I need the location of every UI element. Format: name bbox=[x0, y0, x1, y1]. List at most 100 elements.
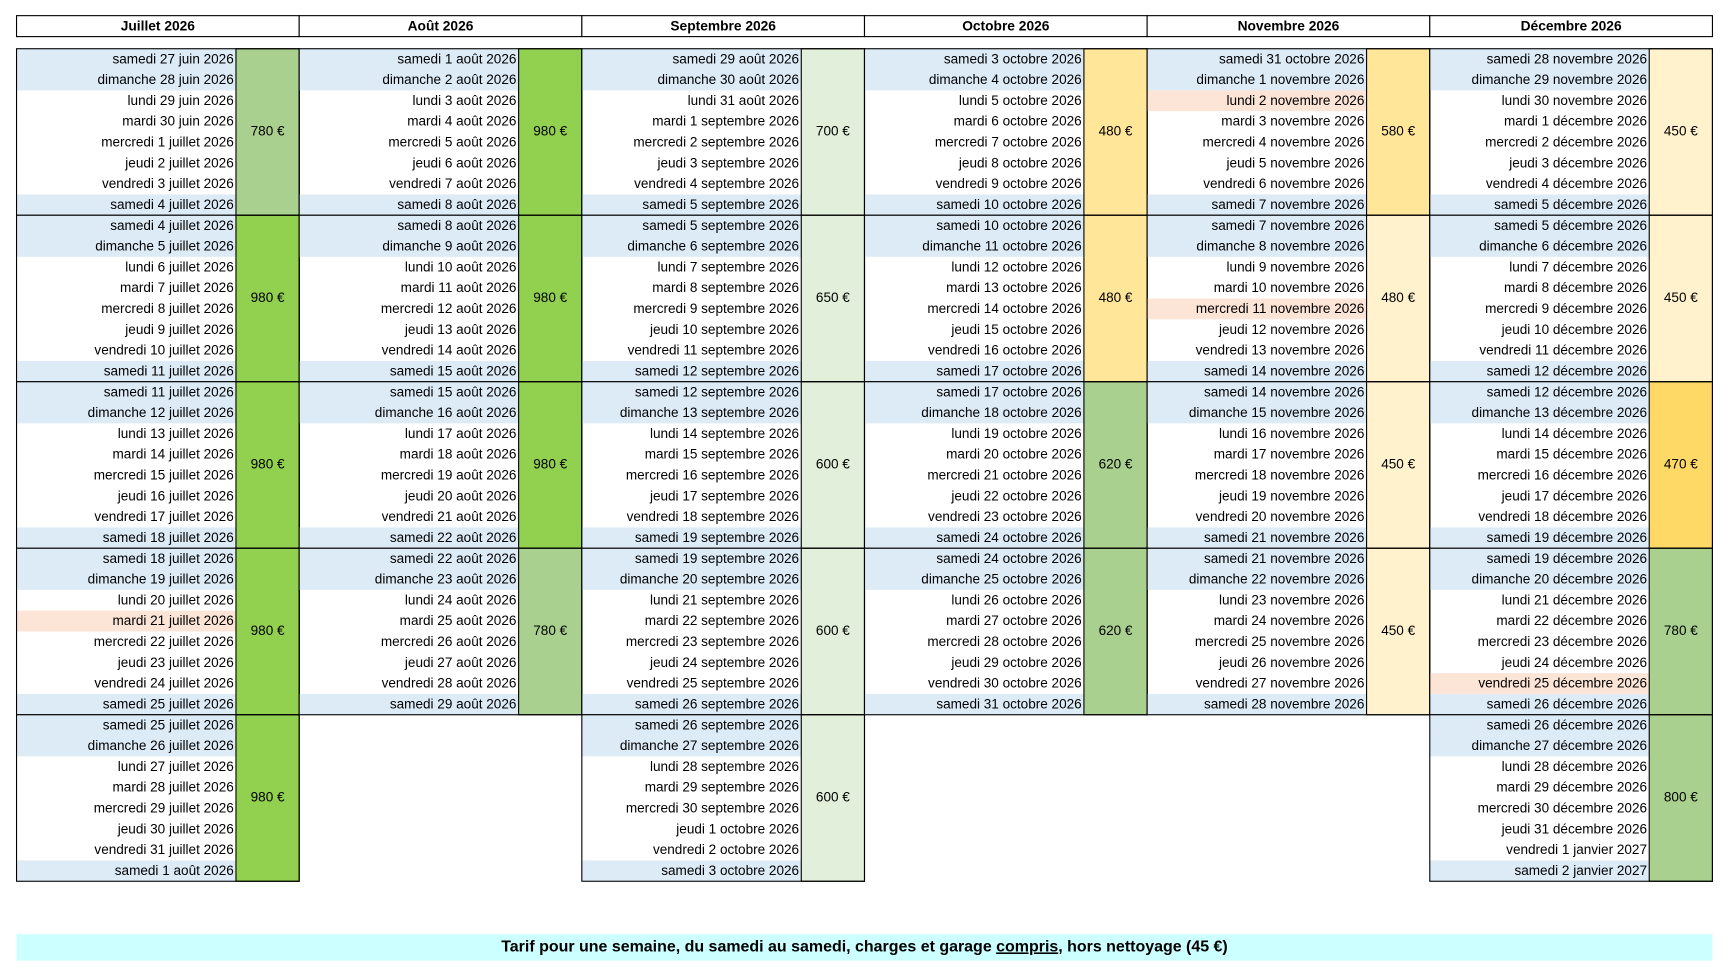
day-label: samedi 5 décembre 2026 bbox=[1494, 218, 1647, 233]
price: 600 € bbox=[816, 623, 850, 638]
day-row-bg bbox=[16, 735, 236, 757]
price-cell bbox=[518, 381, 583, 549]
day-label: samedi 5 décembre 2026 bbox=[1494, 197, 1647, 212]
price-cell bbox=[235, 214, 300, 383]
day-label: jeudi 9 juillet 2026 bbox=[124, 322, 233, 337]
day-label: samedi 4 juillet 2026 bbox=[110, 197, 234, 212]
month-header: Octobre 2026 bbox=[962, 18, 1050, 33]
day-row-bg bbox=[16, 569, 236, 590]
day-label: dimanche 5 juillet 2026 bbox=[95, 239, 234, 254]
day-label: samedi 7 novembre 2026 bbox=[1211, 197, 1364, 212]
day-row-bg bbox=[16, 48, 236, 70]
day-label: jeudi 26 novembre 2026 bbox=[1218, 655, 1364, 670]
day-row-bg bbox=[581, 381, 802, 403]
day-label: mercredi 5 août 2026 bbox=[388, 135, 516, 150]
day-row-bg bbox=[16, 610, 236, 632]
month-header-cell bbox=[1429, 15, 1713, 38]
price-cell bbox=[800, 48, 866, 216]
day-label: dimanche 4 octobre 2026 bbox=[929, 72, 1082, 87]
day-row-bg bbox=[581, 360, 802, 382]
day-label: dimanche 15 novembre 2026 bbox=[1189, 405, 1364, 420]
day-label: jeudi 15 octobre 2026 bbox=[950, 322, 1081, 337]
day-label: vendredi 17 juillet 2026 bbox=[94, 509, 233, 524]
month-header: Juillet 2026 bbox=[121, 18, 196, 33]
day-row-bg bbox=[864, 194, 1084, 216]
day-row-bg bbox=[1147, 360, 1367, 382]
week-block-border bbox=[581, 714, 866, 882]
day-row-bg bbox=[864, 360, 1084, 382]
day-label: samedi 26 décembre 2026 bbox=[1487, 696, 1647, 711]
day-label: mardi 14 juillet 2026 bbox=[113, 447, 234, 462]
day-label: mercredi 9 décembre 2026 bbox=[1485, 301, 1647, 316]
day-label: vendredi 1 janvier 2027 bbox=[1506, 842, 1647, 857]
day-label: vendredi 2 octobre 2026 bbox=[653, 842, 799, 857]
day-label: dimanche 19 juillet 2026 bbox=[88, 572, 234, 587]
day-label: vendredi 21 août 2026 bbox=[382, 509, 517, 524]
day-label: mardi 29 décembre 2026 bbox=[1496, 780, 1647, 795]
day-label: samedi 8 août 2026 bbox=[397, 197, 516, 212]
day-label: vendredi 14 août 2026 bbox=[382, 343, 517, 358]
day-row-bg bbox=[581, 194, 802, 216]
day-label: samedi 17 octobre 2026 bbox=[936, 384, 1081, 399]
day-label: dimanche 20 septembre 2026 bbox=[620, 572, 799, 587]
day-label: samedi 29 août 2026 bbox=[673, 51, 800, 66]
day-row-bg bbox=[1429, 48, 1650, 70]
price-cell bbox=[518, 48, 583, 216]
day-row-bg bbox=[1147, 236, 1367, 257]
price-cell bbox=[800, 547, 866, 716]
price: 480 € bbox=[1099, 124, 1133, 139]
day-row-bg bbox=[1429, 381, 1650, 403]
price-cell bbox=[1648, 381, 1713, 549]
day-row-bg bbox=[299, 360, 519, 382]
footer-text: , hors nettoyage (45 €) bbox=[1058, 939, 1228, 956]
price-cell bbox=[235, 714, 300, 882]
day-label: samedi 11 juillet 2026 bbox=[104, 363, 234, 378]
day-row-bg bbox=[581, 236, 802, 257]
day-label: mardi 29 septembre 2026 bbox=[645, 780, 799, 795]
day-label: samedi 25 juillet 2026 bbox=[103, 696, 234, 711]
day-label: vendredi 28 août 2026 bbox=[382, 676, 517, 691]
day-label: samedi 19 décembre 2026 bbox=[1487, 530, 1647, 545]
day-label: mardi 28 juillet 2026 bbox=[113, 780, 234, 795]
price-cell bbox=[1366, 381, 1431, 549]
day-label: mercredi 1 juillet 2026 bbox=[101, 135, 234, 150]
day-label: jeudi 1 octobre 2026 bbox=[675, 821, 799, 836]
day-label: lundi 5 octobre 2026 bbox=[959, 93, 1082, 108]
day-row-bg bbox=[299, 527, 519, 549]
day-label: vendredi 30 octobre 2026 bbox=[928, 676, 1082, 691]
price: 780 € bbox=[1664, 623, 1698, 638]
price-cell bbox=[1648, 547, 1713, 716]
day-label: dimanche 30 août 2026 bbox=[657, 72, 799, 87]
day-label: jeudi 22 octobre 2026 bbox=[950, 488, 1081, 503]
day-label: dimanche 29 novembre 2026 bbox=[1472, 72, 1647, 87]
day-row-bg bbox=[16, 381, 236, 403]
day-row-bg bbox=[1429, 860, 1650, 882]
day-row-bg bbox=[16, 236, 236, 257]
day-label: jeudi 17 septembre 2026 bbox=[649, 488, 799, 503]
day-label: dimanche 25 octobre 2026 bbox=[921, 572, 1081, 587]
day-label: samedi 14 novembre 2026 bbox=[1204, 363, 1364, 378]
day-label: mardi 3 novembre 2026 bbox=[1221, 114, 1364, 129]
day-label: samedi 24 octobre 2026 bbox=[936, 551, 1081, 566]
day-label: jeudi 12 novembre 2026 bbox=[1218, 322, 1364, 337]
day-label: dimanche 26 juillet 2026 bbox=[88, 738, 234, 753]
day-label: vendredi 4 décembre 2026 bbox=[1486, 176, 1647, 191]
day-label: lundi 26 octobre 2026 bbox=[951, 592, 1081, 607]
day-label: mardi 8 septembre 2026 bbox=[652, 280, 799, 295]
day-label: dimanche 18 octobre 2026 bbox=[921, 405, 1081, 420]
day-label: lundi 2 novembre 2026 bbox=[1227, 93, 1365, 108]
day-label: lundi 13 juillet 2026 bbox=[118, 426, 234, 441]
day-row-bg bbox=[16, 215, 236, 237]
day-row-bg bbox=[1429, 693, 1650, 715]
day-row-bg bbox=[1147, 48, 1367, 70]
price: 650 € bbox=[816, 290, 850, 305]
day-label: vendredi 27 novembre 2026 bbox=[1196, 676, 1365, 691]
day-row-bg bbox=[581, 693, 802, 715]
day-row-bg bbox=[1429, 215, 1650, 237]
day-label: mardi 13 octobre 2026 bbox=[946, 280, 1082, 295]
day-label: dimanche 1 novembre 2026 bbox=[1196, 72, 1364, 87]
price: 800 € bbox=[1664, 790, 1698, 805]
day-label: lundi 20 juillet 2026 bbox=[118, 592, 234, 607]
day-label: mercredi 16 décembre 2026 bbox=[1478, 468, 1647, 483]
day-label: jeudi 3 septembre 2026 bbox=[656, 155, 799, 170]
